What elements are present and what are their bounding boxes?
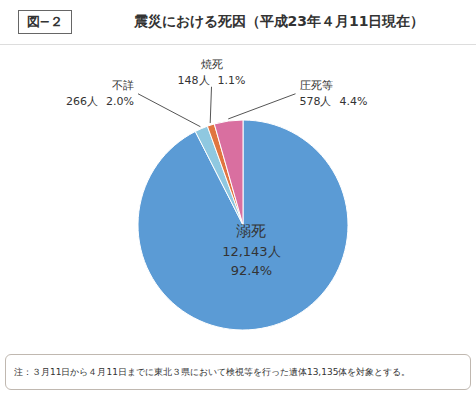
svg-text:圧死等: 圧死等 [300,79,333,92]
svg-text:148人1.1%: 148人1.1% [178,73,246,86]
svg-text:92.4%: 92.4% [231,263,272,278]
html-text:震災における死因（平成23年４月11日現在）: 震災における死因（平成23年４月11日現在） [133,13,425,29]
svg-text:焼死: 焼死 [201,58,223,71]
svg-text:不詳: 不詳 [112,79,134,92]
svg-text:12,143人: 12,143人 [222,244,281,259]
html-text:注：３月11日から４月11日までに東北３県において検視等を行: 注：３月11日から４月11日までに東北３県において検視等を行った遺体13,135… [14,366,411,377]
svg-text:578人4.4%: 578人4.4% [300,94,368,107]
html-text:図−２: 図−２ [26,14,64,29]
svg-text:266人2.0%: 266人2.0% [66,94,134,107]
svg-text:溺死: 溺死 [236,222,266,240]
